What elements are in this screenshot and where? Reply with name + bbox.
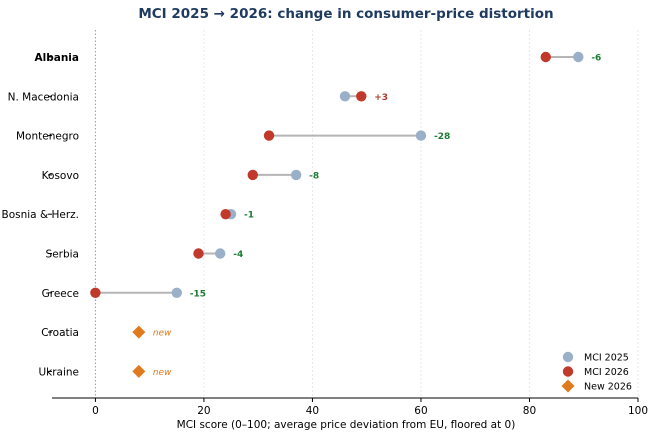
change-label: -6 bbox=[591, 54, 601, 64]
change-label: -28 bbox=[434, 132, 450, 142]
x-tick-label: 80 bbox=[523, 405, 536, 417]
mci-2025-point bbox=[171, 287, 182, 298]
mci-2025-point bbox=[290, 169, 302, 181]
new-label: new bbox=[153, 329, 172, 339]
x-tick-label: 100 bbox=[628, 405, 648, 417]
country-label: Kosovo bbox=[42, 170, 79, 182]
x-tick-label: 0 bbox=[92, 405, 99, 417]
mci-2026-point bbox=[220, 209, 231, 220]
country-row: Bosnia & Herz. -1 bbox=[2, 209, 254, 221]
country-row: Greece -15 bbox=[42, 287, 206, 300]
x-tick-label: 40 bbox=[306, 405, 319, 417]
country-row: Serbia -4 bbox=[46, 248, 243, 261]
mci-2026-point bbox=[90, 287, 101, 298]
country-row: Ukraine new bbox=[38, 364, 172, 378]
country-label: Serbia bbox=[46, 249, 79, 261]
rows-layer: Albania -6 N. Macedonia +3 Montenegro -28 Koso… bbox=[2, 51, 601, 378]
change-label: +3 bbox=[374, 93, 388, 103]
country-row: Croatia new bbox=[41, 325, 172, 339]
mci-2025-point bbox=[573, 51, 584, 63]
mci-2026-point bbox=[356, 91, 367, 102]
country-label: Ukraine bbox=[38, 366, 79, 378]
country-label: Albania bbox=[35, 52, 80, 64]
new-label: new bbox=[153, 368, 172, 378]
mci-2026-point bbox=[263, 130, 275, 141]
x-tick-label: 60 bbox=[414, 405, 427, 417]
legend-label: MCI 2025 bbox=[584, 353, 629, 364]
country-row: Kosovo -8 bbox=[42, 169, 319, 182]
legend-marker bbox=[561, 379, 575, 393]
country-label: Greece bbox=[42, 288, 79, 300]
legend-label: MCI 2026 bbox=[584, 367, 629, 378]
country-row: N. Macedonia +3 bbox=[8, 91, 388, 103]
legend-entry: MCI 2026 bbox=[562, 366, 629, 378]
change-label: -8 bbox=[309, 171, 319, 181]
mci-2026-point bbox=[247, 169, 258, 181]
legend-label: New 2026 bbox=[584, 382, 632, 393]
grid-layer bbox=[94, 30, 639, 398]
legend-marker bbox=[562, 366, 574, 377]
country-label: Montenegro bbox=[16, 131, 79, 143]
mci-2025-point bbox=[215, 248, 226, 259]
country-label: Bosnia & Herz. bbox=[2, 209, 80, 221]
x-ticks: 0 20 40 60 80 100 bbox=[92, 398, 648, 417]
change-label: -1 bbox=[244, 211, 254, 221]
mci-2026-point bbox=[193, 248, 204, 259]
new-2026-marker bbox=[132, 325, 146, 339]
x-axis-label: MCI score (0–100; average price deviatio… bbox=[177, 419, 516, 431]
change-label: -15 bbox=[190, 289, 206, 299]
mci-2025-point bbox=[339, 91, 351, 102]
legend: MCI 2025 MCI 2026 New 2026 bbox=[561, 351, 632, 393]
legend-entry: MCI 2025 bbox=[562, 351, 629, 364]
legend-marker bbox=[562, 351, 574, 363]
chart-title: MCI 2025 → 2026: change in consumer-pric… bbox=[138, 6, 553, 22]
country-label: Croatia bbox=[41, 327, 79, 339]
country-row: Albania -6 bbox=[35, 51, 601, 64]
legend-entry: New 2026 bbox=[561, 379, 632, 393]
x-tick-label: 20 bbox=[197, 405, 210, 417]
change-label: -4 bbox=[233, 250, 243, 260]
mci-2025-point bbox=[415, 130, 427, 141]
new-2026-marker bbox=[132, 364, 146, 378]
mci-2026-point bbox=[540, 51, 551, 63]
country-row: Montenegro -28 bbox=[16, 130, 450, 143]
country-label: N. Macedonia bbox=[8, 91, 79, 103]
